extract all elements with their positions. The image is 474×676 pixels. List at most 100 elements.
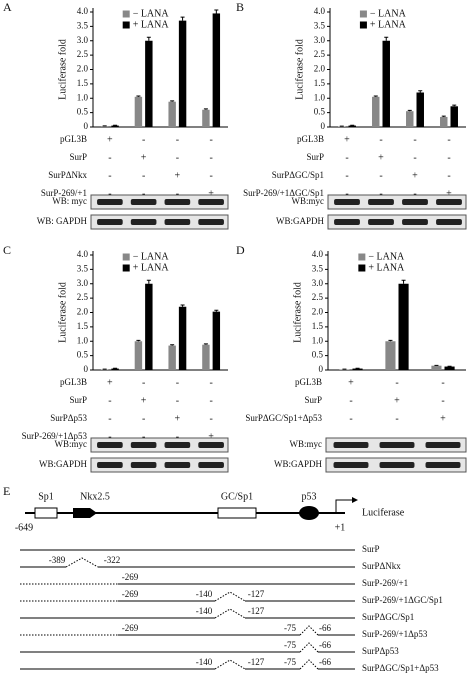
error-bar [136, 95, 141, 97]
y-tick-label: 3.0 [312, 278, 324, 288]
condition-sign: - [108, 395, 111, 406]
blot-band [198, 442, 224, 448]
condition-sign: - [209, 170, 212, 181]
blot-band [402, 199, 428, 205]
blot-band [379, 442, 415, 448]
position-label: -75 [284, 623, 296, 633]
y-tick-label: 0 [84, 121, 89, 131]
blot-label: WB: GAPDH [37, 216, 88, 226]
condition-label: SurPΔp53 [50, 413, 87, 423]
condition-sign: - [349, 395, 352, 406]
error-bar [170, 344, 175, 346]
condition-sign: + [141, 152, 147, 163]
condition-sign: - [447, 152, 450, 163]
condition-sign: - [447, 134, 450, 145]
sp1-box [34, 507, 58, 519]
blot-band [97, 462, 123, 468]
y-tick-label: 2.5 [77, 49, 89, 59]
bar [168, 345, 176, 370]
condition-sign: + [107, 377, 113, 388]
y-tick-label: 2.0 [312, 307, 324, 317]
blot-band [379, 462, 415, 468]
bar [450, 106, 458, 127]
y-axis-label: Luciferase fold [57, 39, 68, 100]
bar [134, 96, 143, 127]
condition-sign: - [108, 170, 111, 181]
construct-name: SurPΔp53 [362, 646, 399, 656]
condition-sign: - [345, 170, 348, 181]
position-label: -66 [319, 640, 331, 650]
blot-band [334, 219, 360, 225]
error-bar [388, 339, 393, 342]
y-axis-label: Luciferase fold [294, 39, 305, 100]
tss-arrowhead [352, 497, 358, 503]
condition-sign: - [142, 188, 145, 199]
bar [212, 311, 221, 370]
blot-label: WB:myc [290, 439, 323, 449]
construct-name: SurPΔGC/Sp1+Δp53 [362, 663, 439, 673]
condition-sign: - [209, 134, 212, 145]
error-bar [441, 115, 446, 117]
condition-sign: + [141, 395, 147, 406]
bar-chart: A Luciferase fold 0 0.5 1.0 1.5 2.0 2.5 3.0 3.5 4.… [3, 0, 229, 230]
condition-sign: - [142, 431, 145, 442]
condition-sign: - [209, 377, 212, 388]
y-tick-label: 2.5 [314, 49, 326, 59]
bar [372, 96, 380, 127]
gcsp1-box [217, 507, 257, 519]
condition-sign: - [108, 152, 111, 163]
bar [212, 13, 221, 127]
blot-band [436, 199, 462, 205]
condition-sign: + [378, 152, 384, 163]
y-tick-label: 1.5 [314, 78, 326, 88]
y-tick-label: 1.0 [77, 335, 89, 345]
error-bar [384, 36, 389, 41]
condition-sign: - [413, 134, 416, 145]
condition-label: SurP [306, 152, 324, 162]
y-tick-label: 2.0 [77, 64, 89, 74]
condition-sign: + [348, 377, 354, 388]
tss-arrow [335, 499, 355, 513]
end-label: +1 [335, 522, 346, 533]
condition-sign: - [349, 413, 352, 424]
error-bar [214, 9, 219, 14]
y-tick-label: 3.5 [314, 20, 326, 30]
condition-sign: - [345, 152, 348, 163]
legend-label: − LANA [133, 251, 170, 262]
blot-band [198, 199, 224, 205]
start-label: -649 [15, 522, 33, 533]
legend-label: + LANA [368, 262, 405, 273]
blot-band [164, 199, 191, 205]
condition-sign: - [108, 431, 111, 442]
p53-ellipse [299, 506, 319, 520]
construct-name: SurP-269/+1ΔGC/Sp1 [362, 595, 443, 605]
condition-sign: - [345, 188, 348, 199]
position-label: -140 [196, 589, 213, 599]
deletion [214, 659, 246, 670]
error-bar [146, 279, 151, 284]
bar [406, 111, 414, 127]
legend-label: + LANA [370, 19, 407, 30]
condition-sign: - [395, 413, 398, 424]
blot-frame [327, 194, 467, 210]
condition-sign: - [379, 188, 382, 199]
condition-label: pGL3B [295, 377, 322, 387]
condition-sign: - [176, 395, 179, 406]
condition-sign: + [344, 134, 350, 145]
position-label: -127 [248, 589, 265, 599]
condition-sign: - [142, 170, 145, 181]
blot-band [130, 199, 157, 205]
condition-sign: - [413, 188, 416, 199]
nkx-arrow [73, 508, 97, 518]
legend-swatch [122, 264, 130, 272]
blot-label: WB:GAPDH [39, 459, 88, 469]
y-tick-label: 0.5 [77, 107, 89, 117]
bar [134, 341, 143, 370]
y-tick-label: 4.0 [77, 249, 89, 259]
condition-label: SurP-269/+1ΔGC/Sp1 [243, 188, 324, 198]
bar [168, 101, 176, 127]
blot-frame [327, 214, 467, 230]
error-bar [180, 304, 185, 307]
condition-label: SurP [69, 395, 87, 405]
